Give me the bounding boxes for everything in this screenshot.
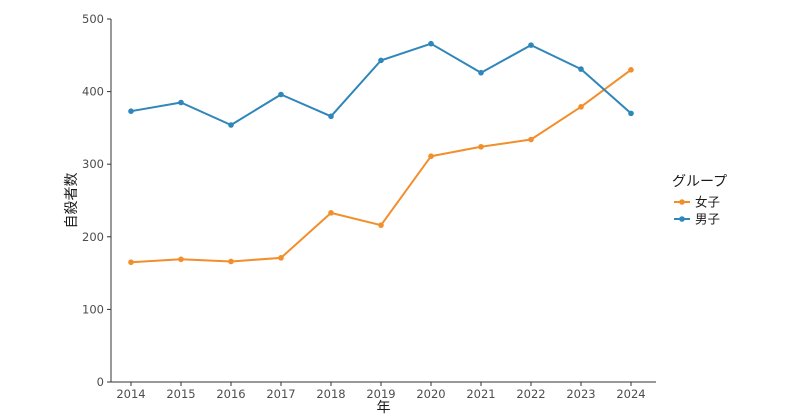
legend-point-swatch — [679, 199, 685, 205]
x-tick-label: 2014 — [116, 387, 145, 401]
x-tick-label: 2017 — [266, 387, 295, 401]
y-tick-label: 500 — [82, 12, 104, 26]
legend-point-swatch — [679, 216, 685, 222]
legend-item: 女子 — [674, 195, 720, 210]
y-tick-label: 100 — [82, 302, 104, 316]
legend-title: グループ — [672, 174, 727, 190]
y-axis-title: 自殺者数 — [64, 173, 80, 229]
x-axis-ticks: 2014 2015 2016 2017 2018 2019 2020 2021 2022 2023… — [116, 382, 646, 401]
legend-label: 女子 — [695, 195, 720, 210]
x-tick-label: 2020 — [416, 387, 445, 401]
y-tick-label: 400 — [82, 85, 104, 99]
series-layer — [128, 40, 634, 266]
data-point — [378, 222, 384, 228]
data-point — [478, 69, 484, 76]
data-point — [278, 91, 284, 98]
data-point — [428, 40, 434, 47]
x-tick-label: 2022 — [516, 387, 545, 401]
x-tick-label: 2021 — [466, 387, 495, 401]
data-point — [528, 136, 534, 143]
data-point — [428, 153, 434, 160]
data-point — [278, 255, 284, 261]
x-tick-label: 2018 — [316, 387, 345, 401]
data-point — [328, 210, 334, 216]
axes — [110, 19, 656, 383]
series-女子 — [128, 67, 634, 266]
data-point — [178, 256, 184, 263]
data-point — [328, 113, 334, 120]
data-point — [528, 42, 534, 48]
x-tick-label: 2015 — [166, 387, 195, 401]
data-point — [128, 108, 134, 115]
data-point — [478, 143, 484, 150]
data-point — [578, 104, 584, 110]
data-point — [378, 57, 384, 64]
x-tick-label: 2023 — [566, 387, 595, 401]
x-tick-label: 2016 — [216, 387, 245, 401]
data-point — [628, 110, 634, 117]
y-tick-label: 300 — [82, 157, 104, 171]
data-point — [178, 99, 184, 106]
series-男子 — [128, 40, 634, 128]
data-point — [228, 122, 234, 128]
legend-label: 男子 — [695, 212, 720, 227]
x-axis-title: 年 — [377, 400, 391, 416]
legend-item: 男子 — [674, 212, 720, 227]
data-point — [628, 67, 634, 73]
y-tick-label: 0 — [97, 375, 104, 389]
x-tick-label: 2024 — [616, 387, 645, 401]
y-tick-label: 200 — [82, 230, 104, 244]
data-point — [578, 66, 584, 72]
y-axis-ticks: 0 100 200 300 400 500 — [82, 12, 111, 389]
series-line — [130, 69, 632, 264]
data-point — [228, 258, 234, 265]
x-tick-label: 2019 — [366, 387, 395, 401]
series-line — [130, 42, 632, 126]
data-point — [128, 259, 134, 266]
